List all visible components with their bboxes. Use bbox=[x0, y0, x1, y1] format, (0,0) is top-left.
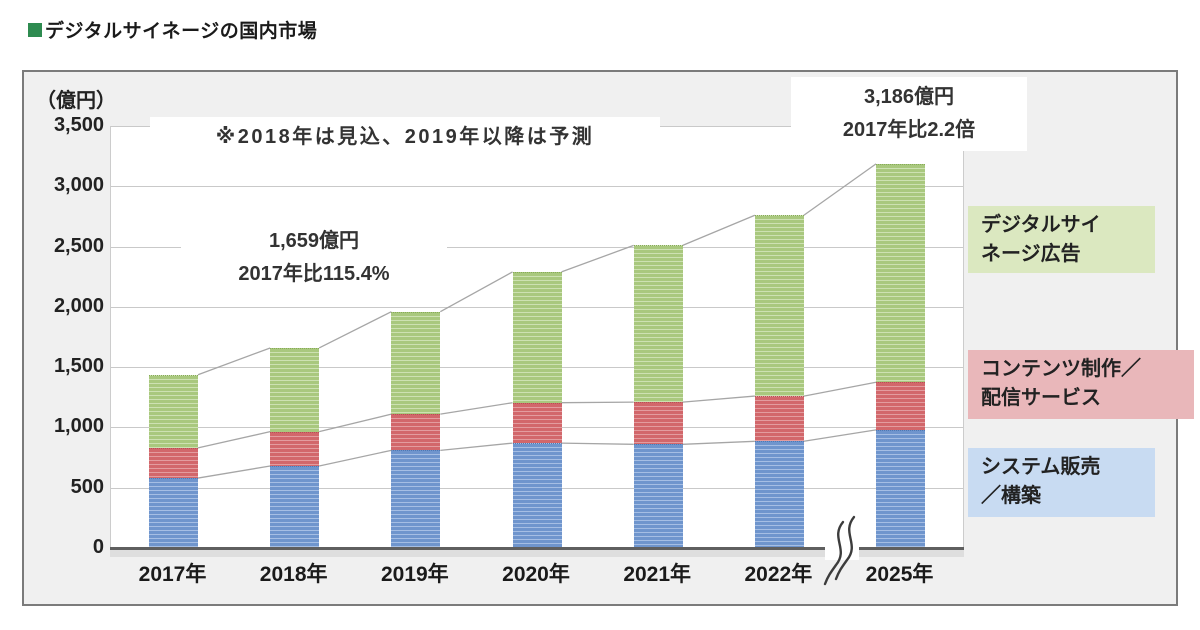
legend-label-line: デジタルサイ bbox=[981, 214, 1101, 236]
bar-segment bbox=[633, 245, 683, 403]
annotation-2025-ratio: 2017年比2.2倍 bbox=[842, 119, 976, 141]
x-tick-label-2022年: 2022年 bbox=[744, 563, 813, 586]
bar-segment bbox=[149, 374, 198, 448]
x-axis-shadow bbox=[110, 550, 964, 557]
legend-label-line: ネージ広告 bbox=[981, 243, 1081, 265]
annotation-2018: 1,659億円 2017年比115.4% bbox=[181, 221, 447, 295]
bar-segment bbox=[270, 431, 320, 467]
y-tick-label-2000: 2,000 bbox=[53, 294, 104, 317]
y-tick-label-3500: 3,500 bbox=[53, 114, 104, 136]
bar-segment bbox=[754, 215, 804, 397]
bar-2025年 bbox=[876, 163, 926, 548]
legend-system-sales: システム販売 ／構築 bbox=[968, 448, 1155, 517]
gridline-3000 bbox=[111, 186, 963, 188]
y-tick-label-500: 500 bbox=[70, 475, 104, 498]
bar-segment bbox=[512, 443, 562, 548]
bar-segment bbox=[391, 450, 441, 548]
axis-break-icon bbox=[823, 515, 859, 586]
x-tick-label-2018年: 2018年 bbox=[259, 563, 328, 586]
segment-connector-lines bbox=[197, 163, 877, 479]
annotation-2025-value: 3,186億円 bbox=[863, 86, 955, 108]
legend-label-line: ／構築 bbox=[981, 485, 1041, 507]
bar-segment bbox=[633, 402, 683, 445]
annotation-2018-ratio: 2017年比115.4% bbox=[238, 263, 390, 285]
legend-content-production: コンテンツ制作／ 配信サービス bbox=[968, 350, 1194, 419]
bar-segment bbox=[633, 444, 683, 548]
legend-label-line: コンテンツ制作／ bbox=[981, 358, 1141, 380]
bar-2022年 bbox=[754, 215, 804, 548]
y-tick-label-2500: 2,500 bbox=[53, 234, 104, 257]
bar-segment bbox=[512, 271, 562, 403]
bar-segment bbox=[512, 402, 562, 444]
x-tick-label-2017年: 2017年 bbox=[138, 563, 207, 586]
legend-label-line: システム販売 bbox=[981, 456, 1101, 478]
bar-segment bbox=[876, 429, 926, 548]
forecast-note: ※2018年は見込、2019年以降は予測 bbox=[150, 117, 660, 158]
bar-2020年 bbox=[512, 271, 562, 548]
bar-2019年 bbox=[391, 311, 441, 548]
bar-segment bbox=[270, 347, 320, 432]
bar-segment bbox=[391, 414, 441, 451]
annotation-2025: 3,186億円 2017年比2.2倍 bbox=[791, 77, 1027, 151]
y-tick-label-0: 0 bbox=[92, 536, 104, 558]
legend-digital-signage-ad: デジタルサイ ネージ広告 bbox=[968, 206, 1155, 273]
bar-segment bbox=[270, 466, 320, 548]
bar-segment bbox=[149, 447, 198, 479]
legend-label-line: 配信サービス bbox=[981, 387, 1101, 409]
page-title: デジタルサイネージの国内市場 bbox=[28, 16, 317, 43]
x-tick-label-2021年: 2021年 bbox=[623, 563, 692, 586]
gridline-2500 bbox=[111, 246, 963, 248]
y-tick-label-1000: 1,000 bbox=[53, 415, 104, 438]
bar-2018年 bbox=[270, 347, 320, 548]
x-tick-label-2025年: 2025年 bbox=[865, 563, 934, 586]
annotation-2018-value: 1,659億円 bbox=[268, 230, 360, 252]
y-axis-unit-label: （億円） bbox=[36, 90, 116, 112]
title-bullet-icon bbox=[28, 22, 42, 37]
bar-segment bbox=[876, 163, 926, 383]
x-tick-label-2019年: 2019年 bbox=[380, 563, 449, 586]
bar-segment bbox=[754, 441, 804, 548]
bar-segment bbox=[754, 396, 804, 442]
y-tick-label-1500: 1,500 bbox=[53, 355, 104, 378]
x-tick-label-2020年: 2020年 bbox=[502, 563, 570, 586]
bar-segment bbox=[391, 311, 441, 415]
bar-2021年 bbox=[633, 245, 683, 548]
y-tick-label-3000: 3,000 bbox=[53, 174, 104, 197]
bar-segment bbox=[149, 478, 198, 548]
bar-segment bbox=[876, 382, 926, 430]
page-title-text: デジタルサイネージの国内市場 bbox=[45, 21, 318, 42]
plot-area bbox=[110, 126, 964, 557]
x-axis-baseline bbox=[110, 547, 964, 550]
bar-2017年 bbox=[149, 374, 198, 548]
